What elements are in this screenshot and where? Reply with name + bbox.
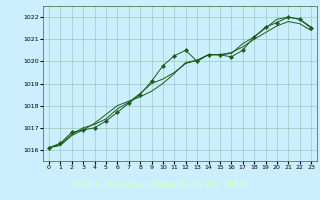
Text: Graphe pression niveau de la mer (hPa): Graphe pression niveau de la mer (hPa) [72,180,248,189]
